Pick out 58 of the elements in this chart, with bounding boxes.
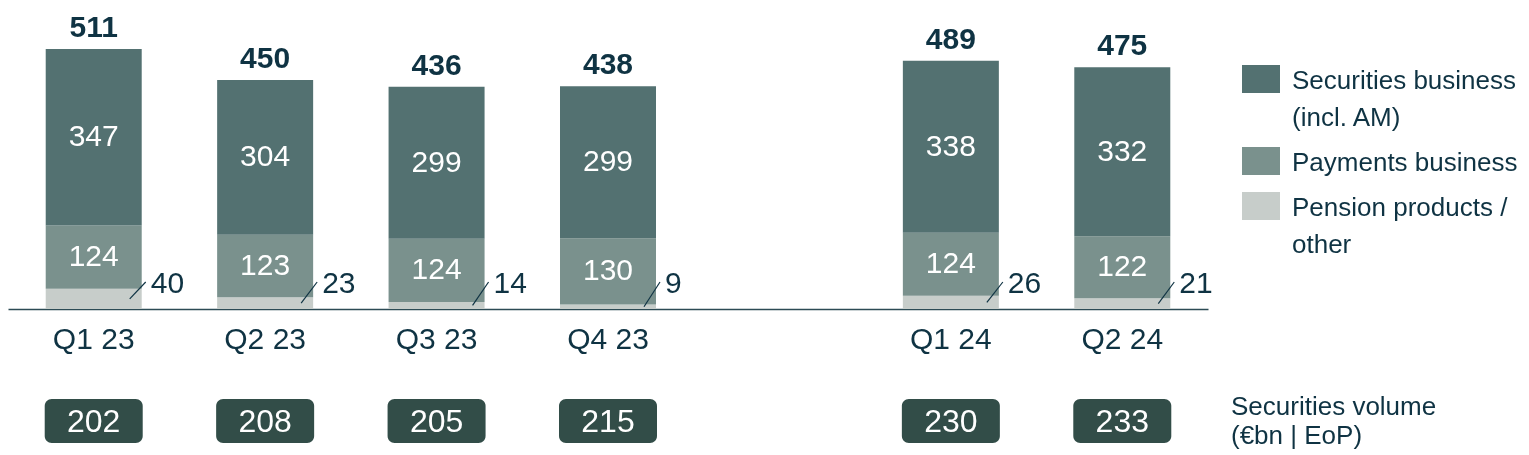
data-label: 347	[68, 119, 119, 153]
text: 208	[238, 403, 292, 439]
bar	[902, 60, 999, 233]
data-label: 123	[240, 248, 291, 282]
bar	[217, 297, 314, 309]
x-tick-label: Q3 23	[395, 321, 478, 355]
total-label: 489	[925, 21, 976, 55]
data-label: 304	[240, 139, 291, 173]
data-label: 124	[925, 246, 976, 280]
total-label: 511	[69, 10, 118, 44]
x-tick-label: Q1 23	[52, 321, 135, 355]
bar	[1074, 236, 1171, 299]
bar	[1074, 298, 1171, 309]
bar	[902, 295, 999, 309]
legend-label: Pension products / other	[1292, 192, 1509, 259]
x-tick-label: Q2 23	[224, 321, 307, 355]
bar	[388, 301, 485, 309]
bar	[560, 86, 656, 239]
bar	[560, 238, 656, 305]
data-label: 124	[411, 252, 462, 286]
x-tick-label: Q4 23	[567, 321, 649, 355]
text: 215	[581, 403, 635, 439]
data-label: 21	[1179, 266, 1213, 299]
text: 230	[924, 403, 978, 439]
bar	[388, 238, 485, 302]
x-tick-label: Q2 24	[1081, 321, 1164, 355]
data-label: 338	[925, 128, 976, 162]
text: 233	[1095, 403, 1149, 439]
bar	[45, 288, 142, 309]
total-label: 436	[411, 47, 462, 81]
data-label: 14	[493, 266, 527, 299]
total-label: 475	[1097, 28, 1148, 62]
bar	[1074, 67, 1171, 237]
total-label: 438	[582, 47, 634, 81]
data-label: 299	[582, 144, 634, 178]
legend-label: Payments business	[1292, 147, 1518, 177]
bar	[388, 86, 485, 239]
data-label: 124	[68, 239, 119, 273]
total-label: 450	[240, 41, 291, 75]
bar	[45, 225, 142, 289]
data-label: 122	[1097, 249, 1148, 283]
legend-label: Securities business (incl. AM)	[1292, 65, 1516, 132]
data-label: 26	[1007, 266, 1042, 299]
data-label: 332	[1097, 133, 1148, 167]
text: Securities volume (€bn | EoP)	[1231, 391, 1437, 450]
bar	[45, 49, 142, 226]
text: 205	[409, 403, 464, 439]
data-label: 40	[150, 266, 185, 299]
data-label: 9	[665, 266, 682, 299]
bar	[902, 232, 999, 296]
text: 202	[67, 403, 121, 439]
x-tick-label: Q1 24	[909, 321, 992, 355]
bar	[560, 304, 656, 309]
data-label: 23	[322, 266, 356, 299]
bar	[217, 80, 314, 235]
bar	[217, 234, 314, 298]
data-label: 299	[411, 144, 462, 178]
data-label: 130	[582, 253, 634, 287]
